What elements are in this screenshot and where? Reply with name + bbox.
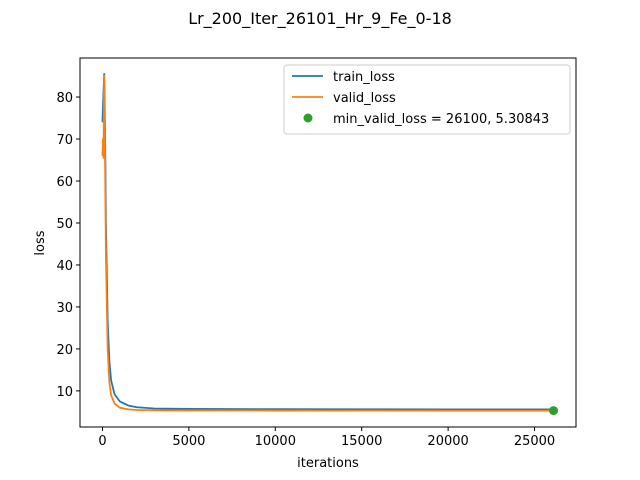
y-axis-label: loss bbox=[33, 230, 48, 255]
x-tick-label: 10000 bbox=[255, 434, 296, 449]
y-tick-label: 10 bbox=[56, 385, 73, 400]
plot-markers bbox=[549, 406, 559, 416]
legend-valid-label: valid_loss bbox=[333, 91, 396, 106]
series-line-valid-loss bbox=[101, 75, 554, 412]
y-tick-label: 20 bbox=[56, 343, 73, 358]
y-tick-label: 60 bbox=[56, 175, 73, 190]
y-axis-ticks: 10 20 30 40 50 60 70 80 bbox=[56, 91, 80, 400]
legend: train_loss valid_loss min_valid_loss = 2… bbox=[283, 64, 571, 135]
plot-lines bbox=[101, 73, 554, 412]
x-tick-label: 5000 bbox=[172, 434, 205, 449]
plot-frame bbox=[79, 57, 577, 428]
x-axis-ticks: 0 5000 10000 15000 20000 25000 bbox=[98, 427, 555, 449]
x-tick-label: 25000 bbox=[514, 434, 555, 449]
min-valid-loss-point bbox=[549, 406, 559, 416]
x-tick-label: 15000 bbox=[341, 434, 382, 449]
legend-min-label: min_valid_loss = 26100, 5.30843 bbox=[333, 112, 549, 127]
chart-title: Lr_200_Iter_26101_Hr_9_Fe_0-18 bbox=[188, 9, 452, 29]
legend-min-marker bbox=[303, 113, 313, 123]
x-tick-label: 20000 bbox=[427, 434, 468, 449]
legend-box bbox=[283, 64, 571, 135]
x-tick-label: 0 bbox=[98, 434, 106, 449]
y-tick-label: 70 bbox=[56, 133, 73, 148]
x-axis-label: iterations bbox=[297, 456, 359, 471]
legend-train-label: train_loss bbox=[333, 70, 395, 85]
y-tick-label: 40 bbox=[56, 259, 73, 274]
y-tick-label: 30 bbox=[56, 301, 73, 316]
y-tick-label: 80 bbox=[56, 91, 73, 106]
y-tick-label: 50 bbox=[56, 217, 73, 232]
